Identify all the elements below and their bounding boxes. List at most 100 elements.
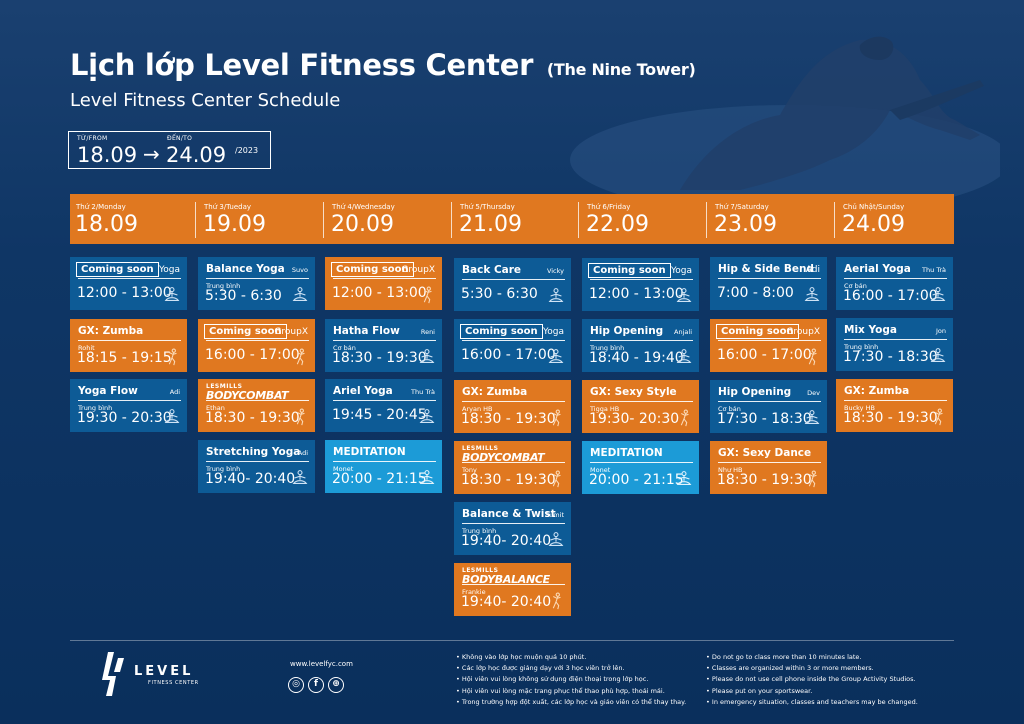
facebook-icon[interactable]: f xyxy=(308,677,324,693)
class-name: GX: Zumba xyxy=(462,386,528,398)
class-level: Ethan xyxy=(206,404,225,412)
class-name: Hip & Side Bend xyxy=(718,263,814,275)
day-name: Thứ 2/Monday xyxy=(76,203,126,211)
class-name: Coming soon xyxy=(204,324,287,339)
meditation-icon xyxy=(419,409,435,423)
class-card[interactable]: Balance Yoga Suvo Trung bình 5:30 - 6:30 xyxy=(198,257,315,310)
class-card[interactable]: MEDITATION Monet 20:00 - 21:15 xyxy=(582,441,699,494)
class-card[interactable]: Coming soon GroupX 16:00 - 17:00 xyxy=(710,319,827,372)
class-card[interactable]: Coming soon Yoga 12:00 - 13:00 xyxy=(70,257,187,310)
class-level: Frankie xyxy=(462,588,486,596)
rule-item: Classes are organized within 3 or more m… xyxy=(706,663,918,674)
class-name: Balance & Twist xyxy=(462,508,556,520)
class-card[interactable]: Aerial Yoga Thu Trà Cơ bản 16:00 - 17:00 xyxy=(836,257,953,310)
day-header-sat: Thứ 7/Saturday 23.09 xyxy=(706,194,835,244)
class-trainer: GroupX xyxy=(401,265,435,275)
divider xyxy=(333,340,436,341)
class-trainer: Anjali xyxy=(674,328,692,336)
class-card[interactable]: Balance & Twist Sumit Trung bình 19:40- … xyxy=(454,502,571,555)
class-card[interactable]: GX: Sexy Dance Như HB 18:30 - 19:30 xyxy=(710,441,827,494)
day-date: 23.09 xyxy=(714,212,777,237)
class-level: Tony xyxy=(462,466,477,474)
class-card[interactable]: Hip Opening Anjali Trung bình 18:40 - 19… xyxy=(582,319,699,372)
page-title: Lịch lớp Level Fitness Center (The Nine … xyxy=(70,48,696,82)
dancer-icon xyxy=(168,348,177,366)
dancer-icon xyxy=(680,409,689,427)
class-level: Trung bình xyxy=(844,343,879,351)
level-logo: LEVEL FITNESS CENTER xyxy=(102,650,218,698)
class-card[interactable]: LESMILLS BODYCOMBAT Tony 18:30 - 19:30 xyxy=(454,441,571,494)
meditation-icon xyxy=(676,349,692,363)
date-range-box: TỪ/FROM ĐẾN/TO 18.09 → 24.09 /2023 xyxy=(68,131,271,169)
class-time: 19:40- 20:40 xyxy=(205,471,296,487)
class-card[interactable]: Coming soon Yoga 16:00 - 17:00 xyxy=(454,319,571,372)
rule-item: Please do not use cell phone inside the … xyxy=(706,674,918,685)
website-link[interactable]: www.levelfyc.com xyxy=(290,660,353,668)
class-card[interactable]: Coming soon GroupX 12:00 - 13:00 xyxy=(325,257,442,310)
class-time: 17:30 - 18:30 xyxy=(843,349,938,365)
class-card[interactable]: Hip Opening Dev Cơ bản 17:30 - 18:30 xyxy=(710,380,827,433)
class-trainer: GroupX xyxy=(274,327,308,337)
rule-item: Do not go to class more than 10 minutes … xyxy=(706,652,918,663)
day-name: Thứ 7/Saturday xyxy=(715,203,769,211)
class-trainer: Yoga xyxy=(542,327,564,337)
divider xyxy=(78,340,181,341)
class-name: Coming soon xyxy=(76,262,159,277)
class-card[interactable]: GX: Zumba Bucky HB 18:30 - 19:30 xyxy=(836,379,953,432)
class-trainer: Vicky xyxy=(546,267,564,275)
class-time: 18:30 - 19:30 xyxy=(461,411,556,427)
meditation-icon xyxy=(164,409,180,423)
arrow-right-icon: → xyxy=(143,142,160,166)
class-time: 18:30 - 19:30 xyxy=(205,410,300,426)
divider xyxy=(706,202,707,238)
day-header-thu: Thứ 5/Thursday 21.09 xyxy=(451,194,580,244)
lesmills-label: LESMILLS xyxy=(462,445,499,452)
class-card[interactable]: Coming soon GroupX 16:00 - 17:00 xyxy=(198,319,315,372)
day-name: Chủ Nhật/Sunday xyxy=(843,203,905,211)
instagram-icon[interactable]: ◎ xyxy=(288,677,304,693)
class-card[interactable]: GX: Sexy Style Tigga HB 19:30- 20:30 xyxy=(582,380,699,433)
class-card[interactable]: Mix Yoga Jon Trung bình 17:30 - 18:30 xyxy=(836,318,953,371)
lesmills-label: LESMILLS xyxy=(206,383,243,390)
divider xyxy=(844,278,947,279)
class-name: GX: Zumba xyxy=(78,325,144,337)
divider xyxy=(78,278,181,279)
class-level: Cơ bản xyxy=(718,405,741,413)
class-card[interactable]: Hatha Flow Reni Cơ bản 18:30 - 19:30 xyxy=(325,319,442,372)
class-card[interactable]: Coming soon Yoga 12:00 - 13:00 xyxy=(582,258,699,311)
class-name: MEDITATION xyxy=(333,446,406,458)
class-time: 19:30 - 20:30 xyxy=(77,410,172,426)
class-time: 18:40 - 19:40 xyxy=(589,350,684,366)
class-card[interactable]: Back Care Vicky 5:30 - 6:30 xyxy=(454,258,571,311)
class-trainer: Sumit xyxy=(545,511,564,519)
class-level: Trung bình xyxy=(206,282,241,290)
class-name: Hip Opening xyxy=(718,386,792,398)
meditation-icon xyxy=(164,287,180,301)
class-card[interactable]: GX: Zumba Aryan HB 18:30 - 19:30 xyxy=(454,380,571,433)
class-card[interactable]: Hip & Side Bend Adi 7:00 - 8:00 xyxy=(710,257,827,310)
class-card[interactable]: GX: Zumba Rohit 18:15 - 19:15 xyxy=(70,319,187,372)
class-trainer: Reni xyxy=(420,328,435,336)
to-label: ĐẾN/TO xyxy=(167,135,193,142)
class-card[interactable]: MEDITATION Monet 20:00 - 21:15 xyxy=(325,440,442,493)
class-time: 16:00 - 17:00 xyxy=(461,347,556,363)
web-icon[interactable]: ⊕ xyxy=(328,677,344,693)
class-card[interactable]: Stretching Yoga Adi Trung bình 19:40- 20… xyxy=(198,440,315,493)
class-time: 16:00 - 17:00 xyxy=(843,288,938,304)
class-time: 17:30 - 18:30 xyxy=(717,411,812,427)
class-card[interactable]: LESMILLS BODYBALANCE Frankie 19:40- 20:4… xyxy=(454,563,571,616)
day-header-fri: Thứ 6/Friday 22.09 xyxy=(578,194,707,244)
class-card[interactable]: LESMILLS BODYCOMBAT Ethan 18:30 - 19:30 xyxy=(198,379,315,432)
meditation-icon xyxy=(548,349,564,363)
logo-tagline: FITNESS CENTER xyxy=(148,680,199,686)
rules-english: Do not go to class more than 10 minutes … xyxy=(706,652,918,708)
divider xyxy=(206,400,309,401)
day-date: 19.09 xyxy=(203,212,266,237)
divider xyxy=(462,584,565,585)
dancer-icon xyxy=(296,408,305,426)
day-name: Thứ 6/Friday xyxy=(587,203,631,211)
class-card[interactable]: Ariel Yoga Thu Trà 19:45 - 20:45 xyxy=(325,379,442,432)
class-card[interactable]: Yoga Flow Adi Trung bình 19:30 - 20:30 xyxy=(70,379,187,432)
divider xyxy=(834,202,835,238)
divider xyxy=(590,462,693,463)
